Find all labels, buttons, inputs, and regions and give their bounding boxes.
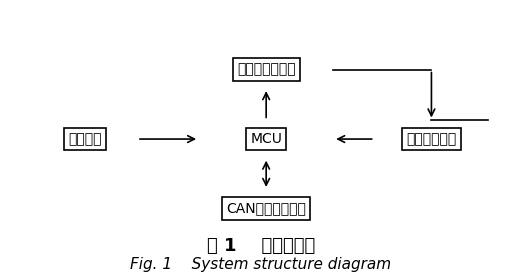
Text: Fig. 1    System structure diagram: Fig. 1 System structure diagram — [130, 257, 392, 272]
Text: MCU: MCU — [250, 132, 282, 146]
Text: CAN总线通信模块: CAN总线通信模块 — [226, 201, 306, 216]
Text: 图 1    系统结构图: 图 1 系统结构图 — [207, 237, 315, 255]
Text: 电阻采样模块: 电阻采样模块 — [406, 132, 457, 146]
Text: 供电模块: 供电模块 — [69, 132, 102, 146]
Text: 开关与电阻阵列: 开关与电阻阵列 — [237, 63, 295, 76]
